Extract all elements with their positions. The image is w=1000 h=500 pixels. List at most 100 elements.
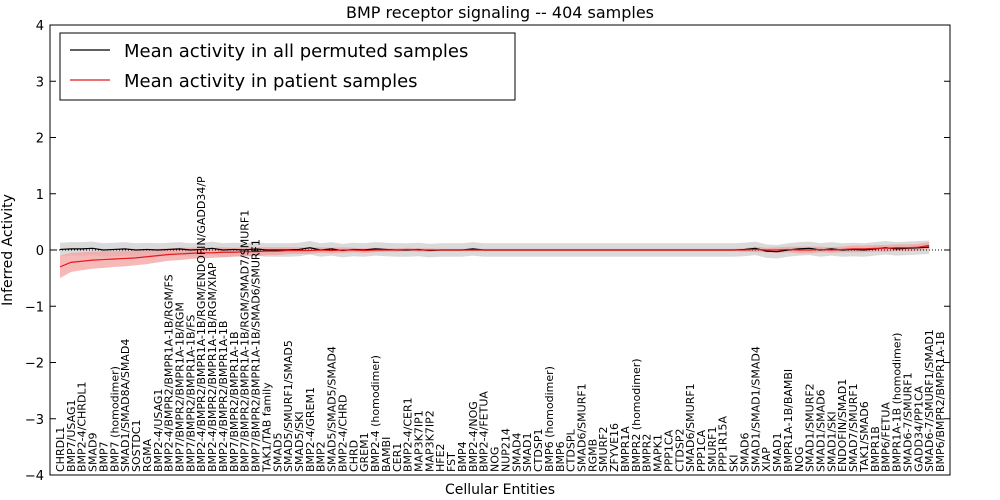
y-tick-label: 1 [36, 188, 44, 203]
x-tick-label: BMPR1A [619, 426, 632, 472]
x-tick-label: SMAD5/SMAD5/SMAD4 [326, 346, 339, 472]
x-tick-label: PPP1CA [695, 429, 708, 472]
x-tick-label: BMP4 [456, 441, 469, 472]
y-tick-label: −3 [25, 413, 44, 428]
y-tick-label: 4 [36, 19, 44, 34]
legend: Mean activity in all permuted samples Me… [59, 32, 516, 101]
x-tick-label: SMAD1 [771, 433, 784, 472]
x-tick-label: SMAD7/SMURF1 [847, 383, 860, 472]
x-tick-label: BMP2-4/NOG [467, 401, 480, 472]
plot-area [50, 240, 950, 279]
x-tick-label: BMP2-4/GREM1 [304, 387, 317, 472]
x-tick-label: TAK1/SMAD6 [858, 401, 871, 473]
x-tick-label: NOG [489, 447, 502, 472]
x-tick-label: BMPR2 (homodimer) [630, 358, 643, 472]
x-tick-label: BMPR2 [641, 434, 654, 472]
y-tick-label: −4 [25, 469, 44, 484]
x-tick-label: BMPR1B [869, 426, 882, 472]
x-tick-label: BMP2-4/CHRDL1 [76, 381, 89, 472]
y-tick-label: −1 [25, 300, 44, 315]
x-tick-label: BMP2-4/USAG1 [152, 389, 165, 472]
x-tick-label: BAMBI [380, 437, 393, 472]
x-tick-label: SMURF1 [706, 427, 719, 473]
x-tick-label: SMAD6-7/SMURF1/SMAD1 [923, 329, 936, 472]
x-tick-label: FST [445, 452, 458, 472]
x-tick-label: BMP7/BMPR2/BMPR1A-1B/SMAD6/SMURF1 [250, 239, 263, 472]
x-tick-label: PPP1R15A [717, 415, 730, 472]
x-tick-label: BMP7 [97, 441, 110, 472]
y-axis-title: Inferred Activity [0, 194, 16, 306]
x-tick-label: BMP6 [554, 441, 567, 472]
x-tick-label: SMAD9 [87, 433, 100, 472]
legend-box [59, 32, 516, 101]
x-tick-label: ENDOFIN/SMAD1 [836, 379, 849, 472]
x-tick-label: BMP2-4 (homodimer) [369, 355, 382, 472]
x-tick-label: TAK1/TAB family [260, 382, 273, 473]
x-tick-label: SMAD1/SMAD8A/SMAD4 [119, 339, 132, 472]
x-tick-label: GADD34/PP1CA [912, 385, 925, 472]
x-tick-label: CTDSP2 [673, 429, 686, 472]
x-tick-label: BMP2-4/CHRD [336, 395, 349, 472]
y-tick-label: 3 [36, 75, 44, 90]
x-tick-label: BMPR1A-1B/BAMBI [782, 369, 795, 472]
x-tick-label: BMP2-4/BMPR2/BMPR1A-1B [217, 321, 230, 472]
x-tick-label: SOSTDC1 [130, 420, 143, 473]
x-tick-label: NUP214 [499, 428, 512, 472]
x-tick-label: BMP7/BMPR2/BMPR1A-1B/FS [184, 315, 197, 472]
x-tick-label: MAP3K7IP1 [413, 410, 426, 472]
x-tick-label: BMP7/BMPR2/BMPR1A-1B [228, 331, 241, 472]
x-tick-label: BMP6/BMPR2/BMPR1A-1B [934, 331, 947, 472]
x-tick-label: SMAD6 [738, 433, 751, 472]
x-tick-label: SMAD6-7/SMURF1 [901, 372, 914, 472]
x-tick-label: MAP3K7IP2 [423, 410, 436, 472]
legend-label-patient: Mean activity in patient samples [124, 71, 418, 92]
x-tick-label: XIAP [760, 447, 773, 472]
x-tick-label: BMP6/FETUA [880, 402, 893, 472]
x-tick-label: SMAD5 [271, 433, 284, 472]
x-tick-label: MAPK1 [652, 434, 665, 472]
x-tick-label: RGMA [141, 438, 154, 472]
x-tick-label: CER1 [391, 443, 404, 472]
x-tick-label: SMAD4 [510, 433, 523, 472]
x-tick-label: SMURF2 [597, 427, 610, 473]
x-axis-title: Cellular Entities [445, 482, 555, 498]
x-tick-label: BMP2-4/BMPR2/BMPR1A-1B/RGM/ENDOFIN/GADD3… [195, 176, 208, 472]
x-tick-label: CTDSPL [565, 429, 578, 472]
x-tick-label: SMAD6/SMURF1 [684, 383, 697, 472]
y-tick-label: 2 [36, 132, 44, 147]
x-tick-label: BMP2 [315, 441, 328, 472]
x-tick-label: GREM1 [358, 432, 371, 472]
y-axis-ticks: −4 −3 −2 −1 0 1 2 3 4 [25, 19, 950, 484]
x-tick-label: BMP2-4/CER1 [402, 397, 415, 472]
x-tick-label: CHRD [347, 440, 360, 472]
x-tick-label: RGMB [586, 439, 599, 472]
x-tick-label: SMAD1/SKI [825, 411, 838, 472]
x-tick-label: ZFYVE16 [608, 423, 621, 472]
x-tick-label: BMP2-4/BMPR2/BMPR1A-1B/RGM/FS [163, 274, 176, 472]
x-tick-label: BMPR1A-1B (homodimer) [891, 333, 904, 472]
x-tick-label: SMAD1/SMAD1/SMAD4 [749, 346, 762, 472]
y-tick-label: −2 [25, 357, 44, 372]
x-tick-label: BMP2-4/BMPR2/BMPR1A-1B/RGM/XIAP [206, 262, 219, 472]
x-tick-label: BMP7 (homodimer) [108, 366, 121, 472]
x-tick-label: CTDSP1 [532, 429, 545, 472]
x-tick-label: PPP1CA [662, 429, 675, 472]
x-tick-label: BMP7/USAG1 [65, 400, 78, 472]
x-tick-label: CHRDL1 [54, 427, 67, 472]
legend-label-permuted: Mean activity in all permuted samples [124, 41, 468, 62]
x-tick-label: SMAD6/SMURF1 [575, 383, 588, 472]
entity-labels: CHRDL1BMP7/USAG1BMP2-4/CHRDL1SMAD9BMP7BM… [54, 176, 947, 473]
y-tick-label: 0 [36, 244, 44, 259]
x-tick-label: SMAD5/SMURF1/SMAD5 [282, 340, 295, 472]
x-tick-label: BMP6 (homodimer) [543, 366, 556, 472]
x-tick-label: SMAD5/SKI [293, 411, 306, 472]
x-tick-label: SKI [728, 455, 741, 472]
x-tick-label: HFE2 [434, 443, 447, 472]
x-tick-label: SMAD1/SMURF2 [804, 383, 817, 472]
patient-mean-line [59, 244, 930, 268]
x-tick-label: NOG [793, 447, 806, 472]
x-tick-label: SMAD1 [521, 433, 534, 472]
x-tick-label: BMP7/BMPR2/BMPR1A-1B/RGM [174, 302, 187, 472]
